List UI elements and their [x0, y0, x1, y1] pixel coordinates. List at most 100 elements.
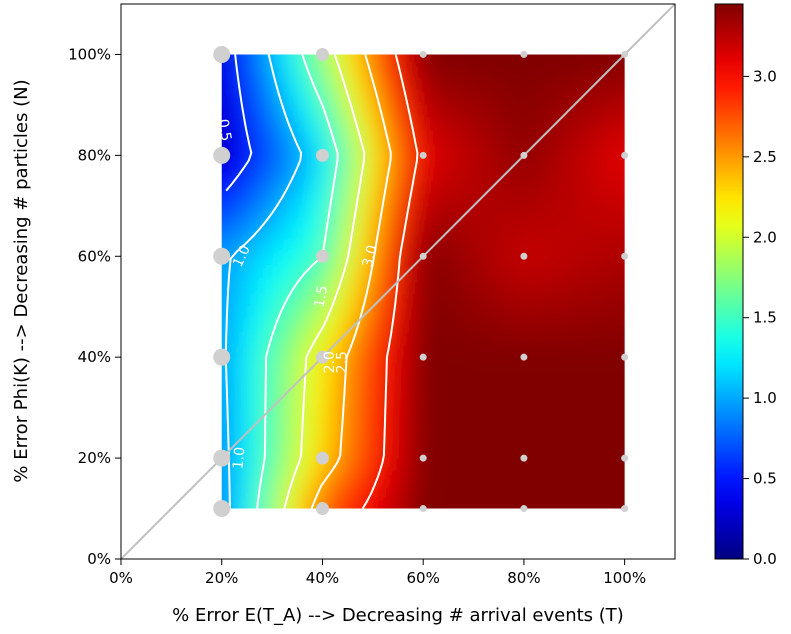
heatmap-cell	[281, 167, 293, 182]
heatmap-cell	[221, 293, 223, 308]
heatmap-cell	[513, 394, 525, 409]
heatmap-cell	[191, 180, 202, 194]
heatmap-cell	[442, 79, 454, 93]
heatmap-cell	[452, 407, 464, 421]
heatmap-cell	[191, 521, 202, 535]
plot-area: 0.51.01.01.52.02.53.0	[121, 4, 675, 559]
heatmap-cell	[603, 268, 616, 282]
heatmap-cell	[271, 407, 283, 421]
heatmap-cell	[382, 394, 394, 409]
heatmap-cell	[543, 407, 555, 421]
contour-label: 3.0	[360, 243, 381, 269]
heatmap-cell	[311, 268, 323, 282]
heatmap-cell	[382, 243, 394, 257]
heatmap-cell	[624, 331, 625, 346]
heatmap-cell	[483, 381, 495, 396]
heatmap-cell	[483, 356, 495, 371]
heatmap-cell	[191, 294, 202, 308]
heatmap-cell	[301, 508, 313, 509]
heatmap-cell	[241, 508, 253, 509]
heatmap-cell	[392, 356, 404, 371]
sample-point	[419, 151, 427, 159]
heatmap-cell	[271, 281, 283, 295]
heatmap-cell	[221, 104, 223, 119]
heatmap-cell	[251, 533, 262, 547]
heatmap-cell	[453, 521, 464, 535]
heatmap-cell	[372, 444, 384, 459]
heatmap-cell	[603, 419, 616, 434]
heatmap-cell	[362, 16, 373, 30]
heatmap-cell	[634, 369, 645, 383]
heatmap-cell	[553, 91, 565, 106]
heatmap-cell	[191, 54, 202, 68]
heatmap-cell	[251, 508, 263, 509]
heatmap-cell	[342, 54, 354, 55]
heatmap-cell	[191, 458, 202, 472]
heatmap-cell	[564, 533, 575, 547]
heatmap-cell	[231, 54, 243, 55]
heatmap-cell	[523, 344, 535, 358]
heatmap-cell	[644, 54, 655, 68]
heatmap-cell	[593, 331, 605, 346]
heatmap-cell	[321, 369, 334, 383]
heatmap-cell	[281, 154, 293, 169]
heatmap-cell	[261, 54, 273, 68]
heatmap-cell	[483, 66, 495, 81]
heatmap-cell	[614, 419, 625, 434]
heatmap-cell	[462, 217, 475, 232]
heatmap-cell	[281, 129, 293, 144]
heatmap-cell	[382, 508, 394, 509]
heatmap-cell	[573, 268, 585, 282]
heatmap-cell	[352, 66, 364, 81]
heatmap-cell	[553, 419, 565, 434]
heatmap-cell	[281, 457, 293, 472]
heatmap-cell	[553, 281, 565, 295]
heatmap-cell	[644, 79, 655, 93]
heatmap-cell	[634, 79, 645, 93]
heatmap-cell	[533, 217, 545, 232]
heatmap-cell	[382, 54, 394, 68]
heatmap-cell	[412, 79, 424, 93]
heatmap-cell	[201, 54, 212, 68]
heatmap-cell	[513, 117, 525, 131]
heatmap-cell	[432, 394, 444, 409]
heatmap-cell	[231, 369, 243, 383]
heatmap-cell	[342, 54, 354, 68]
heatmap-cell	[583, 407, 595, 421]
heatmap-cell	[452, 142, 464, 156]
heatmap-cell	[291, 508, 303, 509]
heatmap-cell	[301, 306, 313, 320]
heatmap-cell	[372, 129, 384, 144]
heatmap-cell	[231, 407, 243, 421]
heatmap-cell	[624, 205, 625, 219]
heatmap-cell	[271, 54, 283, 55]
heatmap-cell	[624, 66, 625, 81]
heatmap-cell	[442, 243, 454, 257]
heatmap-cell	[593, 154, 605, 169]
heatmap-cell	[442, 444, 454, 459]
heatmap-cell	[422, 230, 434, 245]
heatmap-cell	[221, 66, 233, 81]
heatmap-cell	[291, 444, 303, 459]
heatmap-cell	[594, 521, 605, 535]
heatmap-cell	[301, 293, 313, 308]
heatmap-cell	[644, 344, 655, 358]
heatmap-cell	[402, 230, 414, 245]
heatmap-cell	[543, 344, 555, 358]
heatmap-cell	[573, 356, 585, 371]
heatmap-cell	[583, 104, 595, 119]
heatmap-cell	[402, 344, 414, 358]
sample-point	[419, 454, 427, 462]
heatmap-cell	[604, 16, 615, 30]
heatmap-cell	[261, 129, 273, 144]
heatmap-cell	[462, 66, 475, 81]
heatmap-cell	[432, 180, 444, 194]
heatmap-cell	[573, 243, 585, 257]
heatmap-cell	[523, 129, 535, 144]
heatmap-cell	[593, 306, 605, 320]
heatmap-cell	[251, 281, 263, 295]
heatmap-cell	[342, 243, 354, 257]
heatmap-cell	[412, 154, 424, 169]
heatmap-cell	[573, 306, 585, 320]
heatmap-cell	[634, 294, 645, 308]
